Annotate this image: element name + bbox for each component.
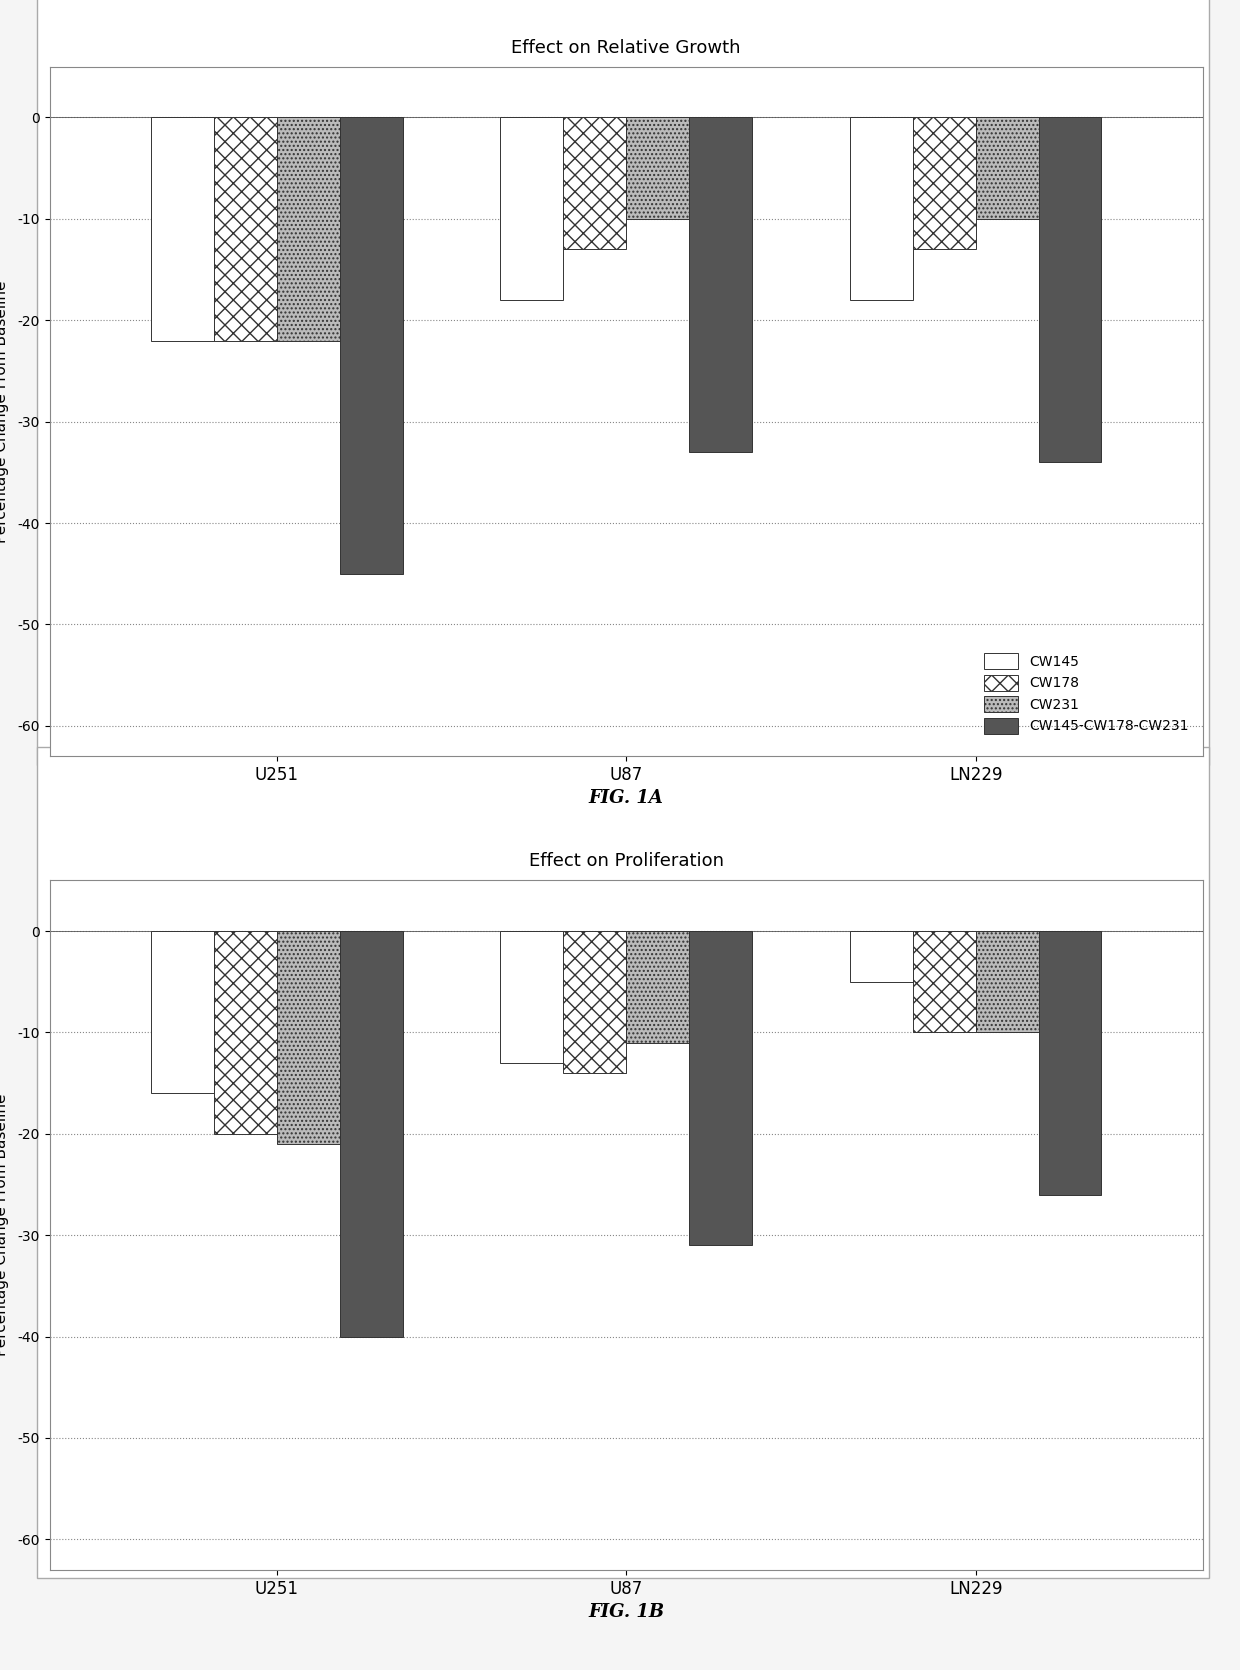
Bar xyxy=(213,117,277,341)
Y-axis label: Percentage Change From Baseline: Percentage Change From Baseline xyxy=(0,281,9,543)
Bar xyxy=(976,117,1039,219)
Bar xyxy=(213,932,277,1134)
Bar xyxy=(849,932,913,982)
Bar xyxy=(340,932,403,1336)
Legend: CW145, CW178, CW231, CW145-CW178-CW231: CW145, CW178, CW231, CW145-CW178-CW231 xyxy=(977,646,1195,741)
Bar xyxy=(563,932,626,1074)
Bar xyxy=(340,117,403,574)
Bar xyxy=(151,932,213,1094)
Bar xyxy=(913,932,976,1032)
Bar xyxy=(689,117,751,453)
Bar xyxy=(689,932,751,1246)
Title: Effect on Relative Growth: Effect on Relative Growth xyxy=(511,38,742,57)
Bar xyxy=(913,117,976,249)
Bar xyxy=(976,932,1039,1032)
Bar xyxy=(849,117,913,301)
Title: Effect on Proliferation: Effect on Proliferation xyxy=(528,852,724,870)
Bar xyxy=(563,117,626,249)
Bar xyxy=(626,117,689,219)
Bar xyxy=(151,117,213,341)
Bar xyxy=(1039,117,1101,463)
Y-axis label: Percentage Change From Baseline: Percentage Change From Baseline xyxy=(0,1094,9,1356)
Bar xyxy=(501,117,563,301)
Bar xyxy=(626,932,689,1042)
Bar xyxy=(277,932,340,1144)
Text: FIG. 1B: FIG. 1B xyxy=(588,1603,665,1620)
Bar xyxy=(1039,932,1101,1194)
Bar xyxy=(277,117,340,341)
Bar xyxy=(501,932,563,1062)
Text: FIG. 1A: FIG. 1A xyxy=(589,788,663,807)
